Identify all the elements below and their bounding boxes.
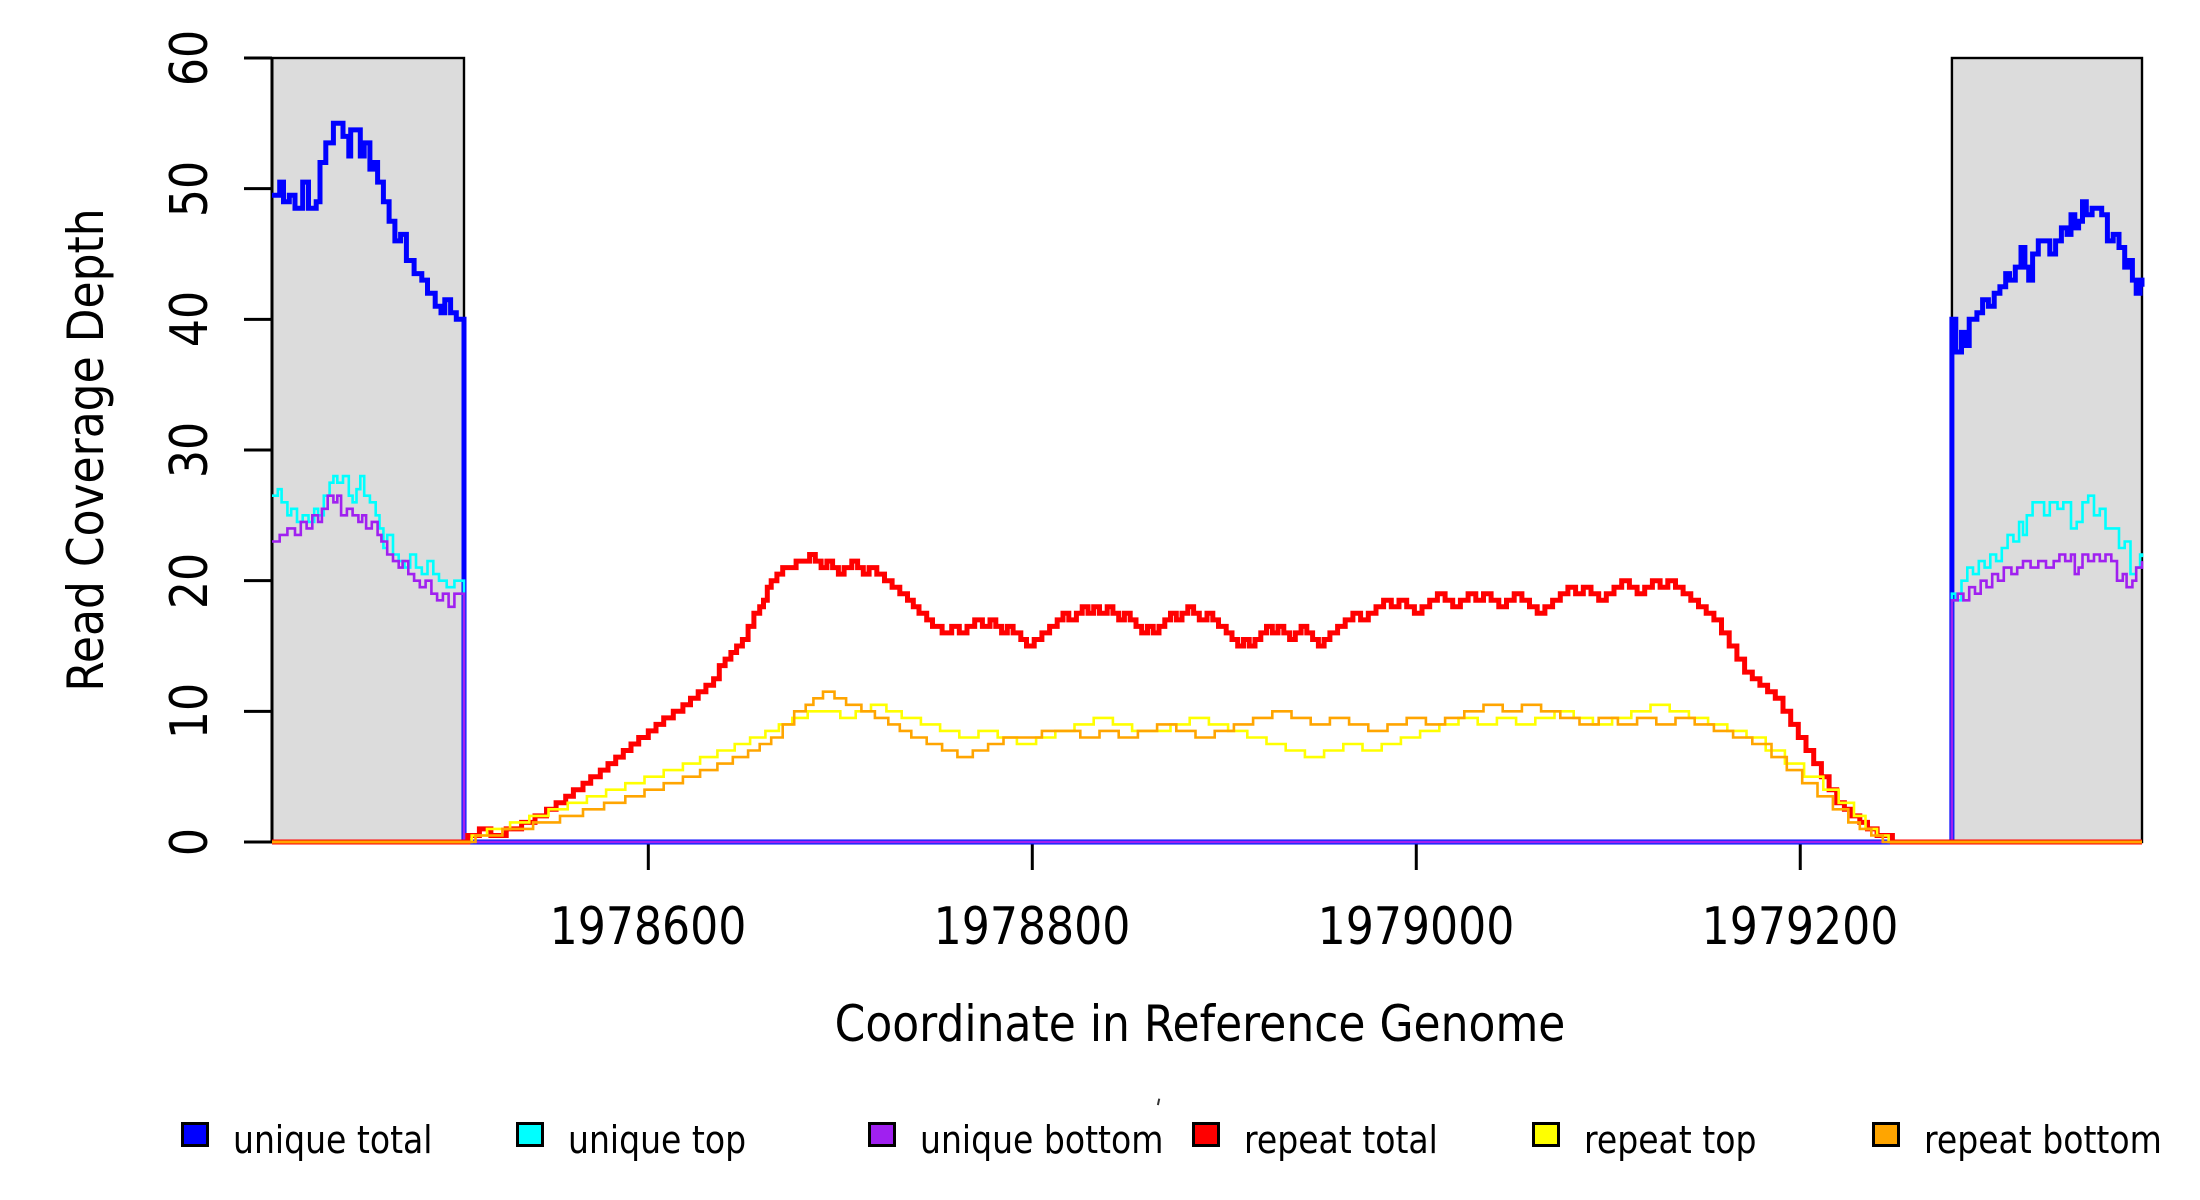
- y-axis-title: Read Coverage Depth: [57, 208, 115, 692]
- legend-label: unique top: [568, 1118, 747, 1162]
- series-unique-top: [272, 474, 2144, 844]
- series-unique-bottom: [272, 494, 2144, 844]
- legend-swatch-icon: [181, 1122, 209, 1147]
- legend-swatch-icon: [868, 1122, 896, 1147]
- series-unique-total: [272, 120, 2145, 845]
- y-tick-label-0: 0: [160, 827, 220, 857]
- legend-label: unique bottom: [920, 1118, 1164, 1162]
- x-tick-label-1979000: 1979000: [1317, 897, 1515, 957]
- legend-swatch-icon: [516, 1122, 544, 1147]
- legend-label: repeat total: [1244, 1118, 1438, 1162]
- legend-swatch-icon: [1532, 1122, 1560, 1147]
- legend-label: repeat top: [1584, 1118, 1757, 1162]
- x-tick-label-1979200: 1979200: [1701, 897, 1899, 957]
- legend-swatch-icon: [1192, 1122, 1220, 1147]
- y-tick-label-40: 40: [160, 291, 220, 348]
- x-axis-title: Coordinate in Reference Genome: [834, 995, 1566, 1053]
- series-repeat-top: [272, 703, 2142, 844]
- unique-region-left: [270, 56, 466, 844]
- legend-label: unique total: [233, 1118, 433, 1162]
- series-repeat-total: [272, 552, 2142, 845]
- legend-swatch-icon: [1872, 1122, 1900, 1147]
- series-repeat-bottom: [272, 690, 2142, 844]
- y-tick-label-20: 20: [160, 552, 220, 609]
- unique-region-right: [1950, 56, 2144, 844]
- y-tick-label-30: 30: [160, 421, 220, 479]
- legend-label: repeat bottom: [1924, 1118, 2162, 1162]
- y-tick-label-10: 10: [160, 683, 220, 740]
- legend: unique total unique top unique bottom repea…: [0, 0, 2200, 1162]
- x-tick-label-1978800: 1978800: [933, 897, 1131, 957]
- y-tick-label-50: 50: [160, 160, 220, 217]
- x-tick-label-1978600: 1978600: [549, 897, 747, 957]
